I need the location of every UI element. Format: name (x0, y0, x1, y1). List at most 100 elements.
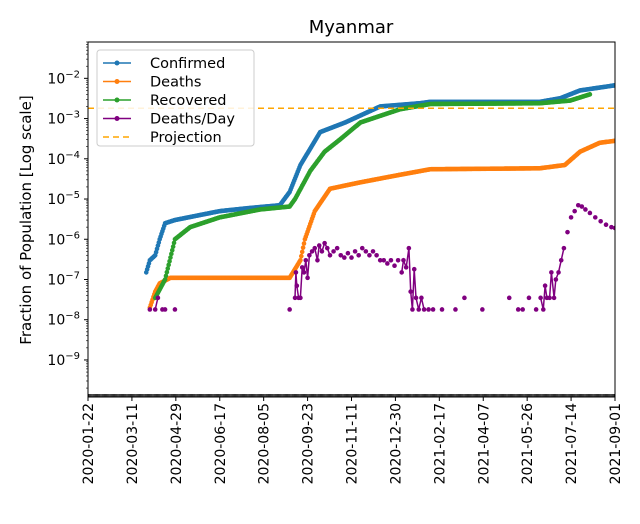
data-point-deaths-day (542, 283, 548, 289)
x-tick-label: 2020-06-17 (213, 403, 229, 484)
y-tick-label: 10−7 (47, 270, 80, 288)
data-point-deaths-day (583, 207, 588, 212)
data-point-deaths-day (462, 295, 467, 301)
data-point-deaths-day (520, 307, 525, 312)
y-tick-label: 10−5 (47, 190, 80, 208)
x-tick-label: 2021-09-01 (608, 403, 624, 484)
data-point-deaths-day (575, 202, 581, 208)
data-point-deaths-day (319, 249, 325, 254)
data-point-deaths-day (294, 283, 300, 289)
data-point-deaths (301, 241, 307, 246)
legend-item-projection: Projection (103, 130, 222, 146)
data-point-deaths-day (356, 252, 361, 258)
y-tick-label: 10−2 (47, 69, 80, 87)
y-tick-label: 10−3 (47, 110, 80, 128)
data-point-deaths-day (359, 245, 365, 251)
data-point-deaths-day (411, 266, 417, 272)
data-point-deaths-day (307, 252, 312, 258)
data-point-deaths-day (298, 295, 303, 301)
data-point-deaths-day (399, 270, 404, 275)
data-point-deaths-day (480, 307, 485, 312)
series-group (88, 83, 615, 312)
data-point-deaths-day (551, 295, 557, 301)
data-point-deaths-day (587, 210, 593, 216)
data-point-deaths-day (312, 245, 318, 251)
legend-box (96, 49, 255, 147)
data-point-deaths-day (325, 245, 330, 251)
data-point-deaths-day (561, 245, 567, 251)
x-tick-label: 2020-12-30 (388, 403, 404, 484)
data-point-deaths (299, 249, 305, 255)
x-tick-label: 2021-04-07 (476, 403, 492, 484)
data-point-deaths-day (406, 245, 412, 251)
data-point-recovered (167, 258, 172, 264)
data-point-recovered (166, 262, 171, 268)
data-point-deaths-day (385, 261, 390, 266)
legend-marker (114, 60, 120, 66)
data-point-deaths-day (377, 257, 383, 263)
y-tick-label: 10−6 (47, 230, 80, 248)
series-deaths (147, 138, 615, 310)
data-point-deaths-day (540, 307, 546, 312)
data-point-deaths-day (388, 257, 394, 263)
data-point-deaths-day (367, 252, 372, 258)
x-tick-label: 2021-07-14 (564, 403, 580, 484)
data-point-deaths-day (395, 257, 401, 263)
data-point-deaths-day (419, 295, 424, 301)
data-point-recovered (165, 266, 171, 271)
data-point-deaths-day (526, 295, 532, 301)
data-point-deaths-day (303, 257, 309, 263)
series-deaths-day (147, 202, 615, 312)
data-point-deaths-day (572, 208, 577, 214)
legend-label: Deaths (150, 75, 201, 91)
legend-label: Deaths/Day (150, 112, 235, 128)
x-tick-label: 2020-08-05 (257, 403, 273, 484)
data-point-deaths-day (579, 204, 585, 209)
x-tick-label: 2020-09-23 (301, 403, 317, 484)
data-point-deaths-day (316, 243, 322, 248)
data-point-deaths-day (568, 215, 574, 220)
data-point-recovered (164, 269, 170, 275)
data-point-deaths-day (155, 295, 161, 301)
data-point-deaths-day (152, 307, 158, 312)
data-point-recovered (168, 255, 173, 260)
y-tick-label: 10−8 (47, 311, 80, 329)
legend-item-confirmed: Confirmed (103, 56, 225, 72)
data-point-deaths-day (299, 265, 305, 270)
data-point-recovered (163, 273, 169, 279)
data-point-deaths-day (401, 257, 406, 263)
data-point-deaths-day (453, 307, 458, 312)
legend-item-recovered: Recovered (103, 93, 226, 109)
data-point-deaths-day (338, 252, 344, 258)
legend-marker (114, 97, 120, 103)
data-point-deaths-day (331, 249, 336, 254)
data-point-deaths-day (172, 307, 178, 312)
data-point-deaths-day (592, 215, 598, 220)
data-point-deaths-day (292, 295, 298, 301)
data-point-deaths-day (547, 295, 552, 301)
data-point-deaths-day (426, 307, 431, 312)
data-point-deaths-day (533, 307, 539, 312)
data-point-deaths-day (403, 265, 409, 270)
data-point-deaths-day (598, 218, 603, 224)
data-point-deaths-day (370, 249, 376, 254)
legend-item-deaths-day: Deaths/Day (103, 112, 235, 128)
data-point-deaths-day (556, 270, 561, 275)
data-point-deaths-day (293, 270, 299, 275)
data-point-deaths (300, 245, 306, 250)
series-recovered (152, 92, 593, 301)
data-point-recovered (587, 92, 593, 97)
data-point-deaths-day (430, 307, 436, 312)
data-point-deaths-day (538, 295, 543, 301)
data-point-deaths-day (565, 229, 570, 235)
x-tick-label: 2021-05-26 (520, 403, 536, 484)
data-point-deaths-day (421, 307, 427, 312)
data-point-deaths (299, 253, 304, 259)
data-point-deaths-day (363, 249, 369, 254)
legend-label: Projection (150, 130, 222, 146)
data-point-recovered (170, 244, 176, 249)
x-tick-label: 2020-11-11 (345, 403, 361, 484)
data-point-deaths-day (609, 224, 614, 230)
legend-item-deaths: Deaths (103, 75, 201, 91)
data-point-deaths-day (162, 307, 168, 312)
